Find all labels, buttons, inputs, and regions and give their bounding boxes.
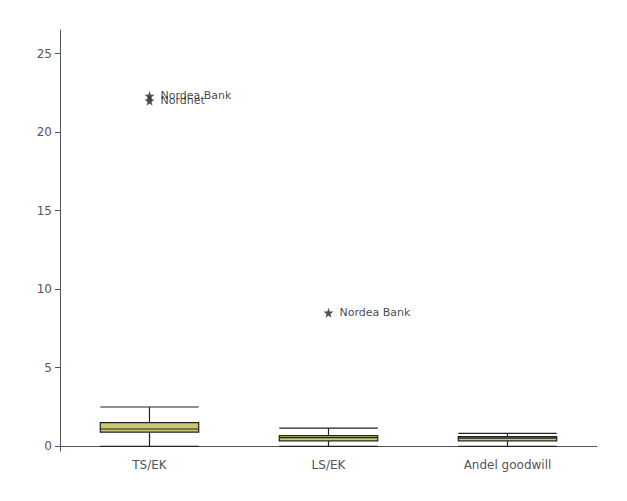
svg-text:5: 5 (44, 361, 52, 375)
svg-text:25: 25 (37, 47, 52, 61)
svg-text:20: 20 (37, 125, 52, 139)
svg-text:TS/EK: TS/EK (131, 458, 168, 472)
svg-text:0: 0 (44, 439, 52, 453)
svg-text:LS/EK: LS/EK (312, 458, 347, 472)
svg-text:Nordnet: Nordnet (161, 94, 206, 107)
svg-text:Nordea Bank: Nordea Bank (340, 306, 412, 319)
svg-text:15: 15 (37, 204, 52, 218)
svg-text:10: 10 (37, 282, 52, 296)
svg-text:Andel goodwill: Andel goodwill (464, 458, 552, 472)
